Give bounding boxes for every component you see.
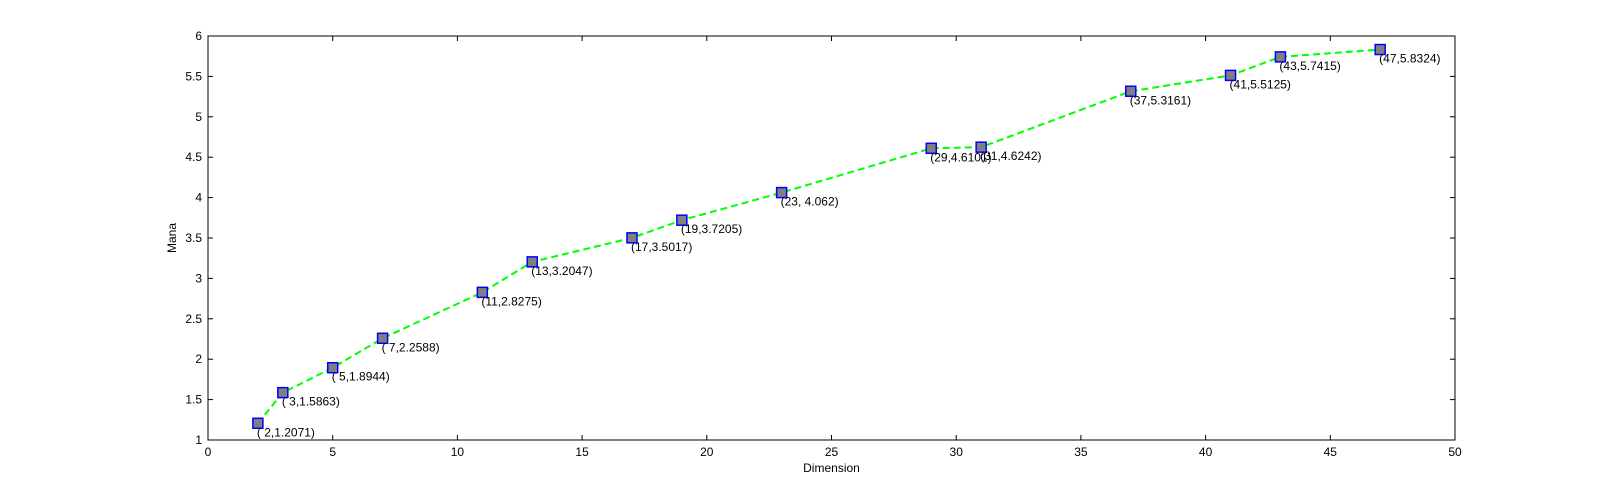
y-axis-label: Mana	[165, 223, 179, 253]
y-tick-label: 2.5	[185, 312, 202, 326]
data-point	[775, 186, 788, 199]
y-tick-label: 3.5	[185, 231, 202, 245]
x-tick-label: 0	[205, 445, 212, 459]
x-tick-label: 20	[700, 445, 714, 459]
x-tick-label: 10	[451, 445, 465, 459]
data-point	[1125, 85, 1137, 98]
data-point	[1224, 69, 1237, 82]
y-tick-label: 6	[195, 29, 202, 43]
data-point	[1274, 51, 1287, 63]
data-point	[476, 286, 489, 299]
data-point	[376, 332, 389, 345]
data-label: (17,3.5017)	[631, 240, 692, 254]
data-point	[626, 232, 638, 244]
x-tick-label: 35	[1074, 445, 1088, 459]
y-tick-label: 4.5	[185, 150, 202, 164]
data-label: ( 3,1.5863)	[282, 395, 340, 409]
y-tick-label: 5	[195, 110, 202, 124]
y-tick-label: 1	[195, 433, 202, 447]
y-tick-label: 3	[195, 271, 202, 285]
x-tick-label: 15	[575, 445, 589, 459]
y-tick-label: 4	[195, 191, 202, 205]
data-point	[277, 386, 289, 399]
data-label: (41,5.5125)	[1230, 77, 1291, 91]
y-tick-label: 5.5	[185, 69, 202, 83]
x-tick-label: 40	[1199, 445, 1213, 459]
data-label: (47,5.8324)	[1379, 52, 1440, 66]
data-point	[526, 256, 538, 268]
data-label: (31,4.6242)	[980, 149, 1041, 163]
y-tick-label: 1.5	[185, 393, 202, 407]
data-point	[975, 141, 987, 153]
data-point	[1374, 43, 1386, 56]
data-label: (11,2.8275)	[481, 294, 541, 308]
x-tick-label: 25	[825, 445, 839, 459]
x-tick-label: 50	[1448, 445, 1462, 459]
plot-area	[207, 35, 1456, 441]
x-axis-label: Dimension	[803, 461, 860, 475]
data-label: (23, 4.062)	[781, 195, 839, 209]
data-label: ( 7,2.2588)	[382, 340, 440, 354]
x-tick-label: 5	[329, 445, 336, 459]
data-point	[326, 361, 339, 374]
y-tick-label: 2	[195, 352, 202, 366]
data-point	[676, 214, 688, 226]
data-label: (43,5.7415)	[1279, 59, 1340, 73]
data-label: (19,3.7205)	[681, 222, 742, 236]
data-label: ( 2,1.2071)	[257, 425, 315, 439]
x-tick-label: 45	[1324, 445, 1338, 459]
data-label: (29,4.6101)	[930, 150, 991, 164]
data-label: (13,3.2047)	[531, 264, 592, 278]
data-label: (37,5.3161)	[1130, 93, 1191, 107]
x-tick-label: 30	[950, 445, 964, 459]
data-point	[252, 417, 264, 430]
data-point	[925, 142, 938, 155]
data-label: ( 5,1.8944)	[332, 370, 390, 384]
